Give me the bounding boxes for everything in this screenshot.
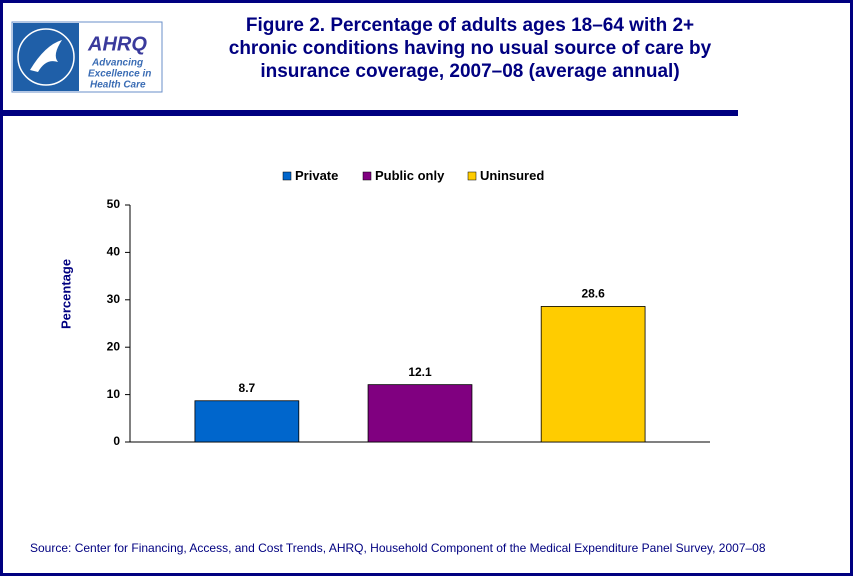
logo-name: AHRQ: [87, 33, 147, 55]
y-axis-label: Percentage: [58, 259, 73, 329]
y-tick-label: 10: [107, 387, 121, 401]
legend-swatch: [282, 171, 292, 181]
chart-title: insurance coverage, 2007–08 (average ann…: [260, 61, 679, 82]
data-label: 8.7: [239, 381, 256, 395]
y-tick-label: 40: [107, 245, 121, 259]
y-tick-label: 50: [107, 197, 121, 211]
legend-label: Public only: [375, 168, 445, 183]
legend-swatch: [362, 171, 372, 181]
y-tick-label: 30: [107, 292, 121, 306]
chart-title: Figure 2. Percentage of adults ages 18–6…: [246, 15, 694, 36]
data-label: 28.6: [581, 287, 605, 301]
logo-ring: [17, 28, 75, 86]
bar: [194, 400, 300, 443]
source-note: Source: Center for Financing, Access, an…: [30, 541, 766, 555]
y-tick-label: 20: [107, 339, 121, 353]
bar: [540, 306, 646, 443]
header-rule: [0, 110, 738, 116]
chart-title: chronic conditions having no usual sourc…: [229, 38, 712, 59]
logo-tagline: Advancing: [91, 58, 143, 69]
legend-label: Uninsured: [480, 168, 544, 183]
legend-swatch: [467, 171, 477, 181]
logo: AHRQ Advancing Excellence in Health Care: [11, 21, 163, 93]
logo-tagline: Health Care: [90, 80, 146, 91]
logo-eagle: [30, 40, 62, 72]
data-label: 12.1: [408, 365, 432, 379]
legend-label: Private: [295, 168, 338, 183]
bar: [367, 384, 473, 443]
y-tick-label: 0: [113, 434, 120, 448]
logo-tagline: Excellence in: [88, 69, 151, 80]
